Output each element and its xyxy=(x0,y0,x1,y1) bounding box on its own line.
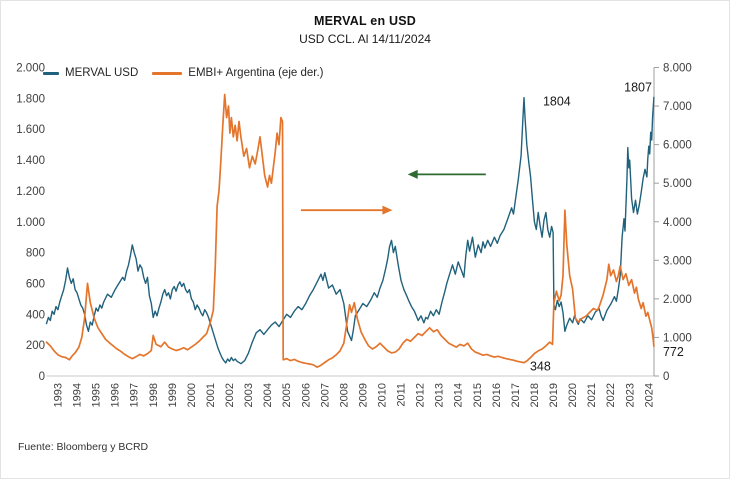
x-axis-year-label: 1999 xyxy=(167,383,179,407)
x-axis-year-label: 2004 xyxy=(262,383,274,407)
right-axis-tick-label: 0 xyxy=(663,371,669,383)
embi-line-swatch xyxy=(152,71,183,75)
right-axis-tick-label: 4.000 xyxy=(663,217,692,229)
right-axis-tick-label: 5.000 xyxy=(663,178,692,190)
x-axis-year-label: 2000 xyxy=(186,383,198,407)
x-axis-year-label: 2006 xyxy=(300,383,312,407)
annotation-1807: 1807 xyxy=(624,80,652,94)
x-axis-year-label: 2012 xyxy=(415,383,427,407)
legend-label-merval: MERVAL USD xyxy=(65,67,139,79)
x-axis-year-label: 2003 xyxy=(243,383,255,407)
left-axis-tick-label: 200 xyxy=(26,340,45,352)
left-axis-tick-label: 600 xyxy=(26,278,45,290)
right-axis-tick-label: 3.000 xyxy=(663,255,692,267)
x-axis-year-label: 1997 xyxy=(129,383,141,407)
x-axis-year-label: 1993 xyxy=(52,383,64,407)
x-axis-year-label: 2015 xyxy=(472,383,484,407)
chart-subtitle: USD CCL. Al 14/11/2024 xyxy=(299,32,431,46)
x-axis-year-label: 2024 xyxy=(643,383,655,407)
x-axis-year-label: 2001 xyxy=(205,383,217,407)
left-axis-tick-label: 1.400 xyxy=(16,155,45,167)
x-axis-year-label: 1994 xyxy=(72,383,84,407)
legend-item-merval: MERVAL USD xyxy=(43,67,138,79)
right-axis-tick-label: 7.000 xyxy=(663,101,692,113)
x-axis-year-label: 2014 xyxy=(453,383,465,407)
left-axis-tick-label: 1.200 xyxy=(16,186,45,198)
x-axis-year-label: 2017 xyxy=(510,383,522,407)
left-axis-tick-label: 1.600 xyxy=(16,124,45,136)
x-axis-year-label: 2011 xyxy=(396,383,408,407)
left-axis-tick-label: 1.000 xyxy=(16,217,45,229)
left-axis-tick-label: 1.800 xyxy=(16,93,45,105)
x-axis-year-label: 2002 xyxy=(224,383,236,407)
embi-series-line xyxy=(45,93,655,368)
x-axis-year-label: 2023 xyxy=(624,383,636,407)
left-axis-tick-label: 800 xyxy=(26,248,45,260)
x-axis-year-label: 2005 xyxy=(281,383,293,407)
x-axis-year-label: 2007 xyxy=(319,383,331,407)
source-note: Fuente: Bloomberg y BCRD xyxy=(18,441,149,453)
annotation-1804: 1804 xyxy=(543,95,571,109)
legend-label-embi: EMBI+ Argentina (eje der.) xyxy=(188,67,324,79)
x-axis-year-label: 2013 xyxy=(434,383,446,407)
x-axis-year-label: 2008 xyxy=(338,383,350,407)
chart-title: MERVAL en USD xyxy=(314,14,416,28)
merval-line-swatch xyxy=(43,71,59,75)
x-axis-year-label: 2020 xyxy=(567,383,579,407)
x-axis-year-label: 2019 xyxy=(548,383,560,407)
left-axis-tick-label: 2.000 xyxy=(16,63,45,75)
merval-left-arrow-head xyxy=(407,169,418,179)
right-axis-tick-label: 2.000 xyxy=(663,294,692,306)
chart-legend: MERVAL USD EMBI+ Argentina (eje der.) xyxy=(43,67,323,79)
x-axis-year-label: 2018 xyxy=(529,383,541,407)
x-axis-year-label: 1995 xyxy=(91,383,103,407)
x-axis-year-label: 2021 xyxy=(586,383,598,407)
left-axis-tick-label: 0 xyxy=(39,371,45,383)
left-axis-tick-label: 400 xyxy=(26,309,45,321)
legend-item-embi: EMBI+ Argentina (eje der.) xyxy=(152,67,323,79)
x-axis-year-label: 1996 xyxy=(110,383,122,407)
x-axis-year-label: 2016 xyxy=(491,383,503,407)
x-axis-year-label: 2010 xyxy=(377,383,389,407)
merval-series-line xyxy=(45,96,655,365)
right-axis-tick-label: 1.000 xyxy=(663,332,692,344)
right-axis-tick-label: 6.000 xyxy=(663,140,692,152)
right-axis-tick-label: 8.000 xyxy=(663,63,692,75)
annotation-772: 772 xyxy=(663,345,684,359)
annotation-348: 348 xyxy=(530,360,551,374)
x-axis-year-label: 2022 xyxy=(605,383,617,407)
x-axis-year-label: 2009 xyxy=(357,383,369,407)
embi-right-arrow-head xyxy=(382,205,393,215)
x-axis-year-label: 1998 xyxy=(148,383,160,407)
